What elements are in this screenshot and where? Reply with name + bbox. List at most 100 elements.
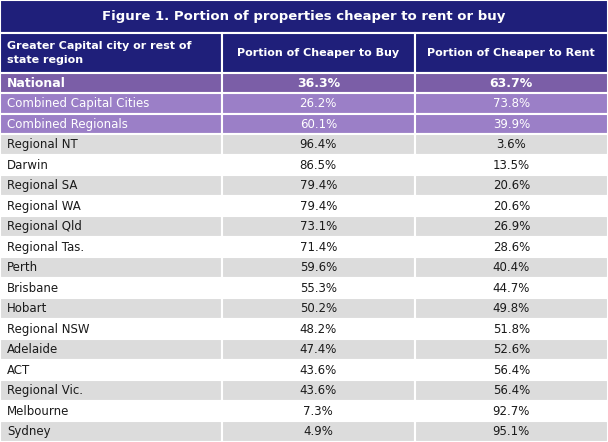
- Text: ACT: ACT: [7, 364, 30, 377]
- Bar: [222, 319, 415, 339]
- Bar: [415, 196, 608, 217]
- Bar: [222, 114, 415, 134]
- Text: Combined Capital Cities: Combined Capital Cities: [7, 97, 150, 110]
- Text: Melbourne: Melbourne: [7, 405, 70, 418]
- Bar: [222, 401, 415, 422]
- Bar: [415, 114, 608, 134]
- Bar: [0, 360, 222, 381]
- Text: Regional WA: Regional WA: [7, 200, 81, 213]
- Text: 3.6%: 3.6%: [497, 138, 526, 151]
- Bar: [0, 278, 222, 298]
- Text: 59.6%: 59.6%: [300, 261, 337, 274]
- Text: Sydney: Sydney: [7, 425, 51, 438]
- Bar: [0, 381, 222, 401]
- Text: 63.7%: 63.7%: [489, 76, 533, 90]
- Text: Greater Capital city or rest of
state region: Greater Capital city or rest of state re…: [7, 42, 192, 65]
- Bar: [222, 298, 415, 319]
- Text: 7.3%: 7.3%: [303, 405, 333, 418]
- Bar: [222, 237, 415, 257]
- Bar: [0, 114, 222, 134]
- Text: 28.6%: 28.6%: [492, 241, 530, 254]
- Text: Brisbane: Brisbane: [7, 282, 60, 295]
- Text: 47.4%: 47.4%: [300, 343, 337, 356]
- Text: Portion of Cheaper to Rent: Portion of Cheaper to Rent: [427, 48, 595, 58]
- Text: 71.4%: 71.4%: [300, 241, 337, 254]
- Bar: [0, 0, 608, 33]
- Text: 44.7%: 44.7%: [492, 282, 530, 295]
- Text: 4.9%: 4.9%: [303, 425, 333, 438]
- Bar: [222, 155, 415, 175]
- Bar: [415, 155, 608, 175]
- Bar: [222, 33, 415, 73]
- Text: Regional Tas.: Regional Tas.: [7, 241, 85, 254]
- Text: Regional NSW: Regional NSW: [7, 323, 90, 336]
- Bar: [0, 175, 222, 196]
- Bar: [415, 134, 608, 155]
- Bar: [0, 73, 222, 93]
- Text: 56.4%: 56.4%: [492, 384, 530, 397]
- Bar: [415, 237, 608, 257]
- Bar: [415, 93, 608, 114]
- Bar: [415, 360, 608, 381]
- Text: National: National: [7, 76, 66, 90]
- Text: 95.1%: 95.1%: [492, 425, 530, 438]
- Text: 50.2%: 50.2%: [300, 302, 337, 315]
- Bar: [415, 298, 608, 319]
- Bar: [415, 422, 608, 442]
- Text: 43.6%: 43.6%: [300, 364, 337, 377]
- Text: 39.9%: 39.9%: [492, 118, 530, 131]
- Bar: [0, 319, 222, 339]
- Text: 60.1%: 60.1%: [300, 118, 337, 131]
- Bar: [222, 278, 415, 298]
- Bar: [0, 257, 222, 278]
- Bar: [415, 73, 608, 93]
- Text: 26.2%: 26.2%: [300, 97, 337, 110]
- Text: Combined Regionals: Combined Regionals: [7, 118, 128, 131]
- Bar: [222, 217, 415, 237]
- Bar: [222, 422, 415, 442]
- Text: 52.6%: 52.6%: [492, 343, 530, 356]
- Bar: [222, 360, 415, 381]
- Text: 26.9%: 26.9%: [492, 220, 530, 233]
- Bar: [222, 257, 415, 278]
- Text: 55.3%: 55.3%: [300, 282, 337, 295]
- Bar: [0, 422, 222, 442]
- Text: 36.3%: 36.3%: [297, 76, 340, 90]
- Text: 20.6%: 20.6%: [492, 179, 530, 192]
- Bar: [415, 175, 608, 196]
- Text: 56.4%: 56.4%: [492, 364, 530, 377]
- Text: 51.8%: 51.8%: [492, 323, 530, 336]
- Bar: [0, 298, 222, 319]
- Text: 92.7%: 92.7%: [492, 405, 530, 418]
- Bar: [0, 237, 222, 257]
- Bar: [0, 155, 222, 175]
- Bar: [415, 319, 608, 339]
- Text: 86.5%: 86.5%: [300, 159, 337, 171]
- Text: 79.4%: 79.4%: [300, 200, 337, 213]
- Text: Darwin: Darwin: [7, 159, 49, 171]
- Text: Regional Vic.: Regional Vic.: [7, 384, 83, 397]
- Bar: [222, 73, 415, 93]
- Bar: [222, 196, 415, 217]
- Bar: [222, 339, 415, 360]
- Bar: [415, 339, 608, 360]
- Bar: [222, 93, 415, 114]
- Bar: [0, 217, 222, 237]
- Text: 49.8%: 49.8%: [492, 302, 530, 315]
- Bar: [0, 134, 222, 155]
- Text: Hobart: Hobart: [7, 302, 47, 315]
- Bar: [0, 196, 222, 217]
- Text: Portion of Cheaper to Buy: Portion of Cheaper to Buy: [237, 48, 399, 58]
- Text: Regional NT: Regional NT: [7, 138, 78, 151]
- Text: 79.4%: 79.4%: [300, 179, 337, 192]
- Bar: [222, 175, 415, 196]
- Bar: [415, 381, 608, 401]
- Text: Regional SA: Regional SA: [7, 179, 78, 192]
- Text: Adelaide: Adelaide: [7, 343, 58, 356]
- Bar: [415, 217, 608, 237]
- Text: Figure 1. Portion of properties cheaper to rent or buy: Figure 1. Portion of properties cheaper …: [102, 10, 506, 23]
- Bar: [0, 33, 222, 73]
- Text: 40.4%: 40.4%: [492, 261, 530, 274]
- Text: 73.8%: 73.8%: [492, 97, 530, 110]
- Text: 43.6%: 43.6%: [300, 384, 337, 397]
